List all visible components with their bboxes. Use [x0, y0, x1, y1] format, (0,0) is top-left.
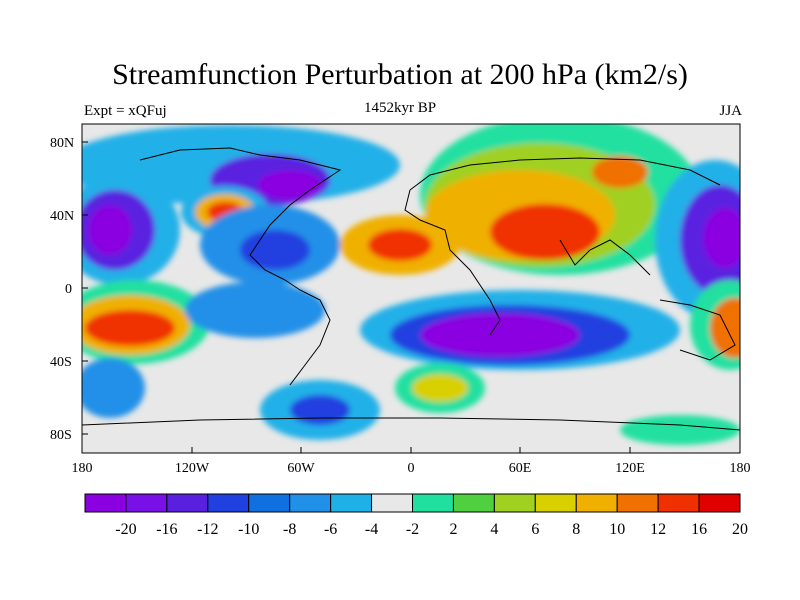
lon-tick: 0: [408, 461, 415, 476]
colorbar-swatch: [207, 493, 250, 513]
time-label: 1452kyr BP: [363, 100, 437, 116]
colorbar-swatch: [657, 493, 700, 513]
colorbar-label: 20: [732, 521, 748, 538]
colorbar-swatch: [289, 493, 332, 513]
lat-tick: 40N: [50, 209, 74, 224]
contour-region: [412, 374, 468, 402]
contour-region: [82, 358, 145, 418]
colorbar-swatch: [412, 493, 454, 513]
lon-tick: 180: [730, 461, 751, 476]
colorbar-swatch: [125, 493, 168, 513]
contour-region: [490, 204, 600, 260]
colorbar-label: 10: [609, 521, 625, 538]
colorbar-swatch: [493, 493, 536, 513]
colorbar-label: -6: [324, 521, 337, 538]
lat-tick: 80S: [50, 428, 72, 443]
contour-region: [620, 415, 740, 445]
contour-region: [703, 208, 740, 268]
colorbar-swatch: [248, 493, 291, 513]
colorbar-label: 8: [572, 521, 580, 538]
axis-ticks: [81, 141, 741, 453]
colorbar-swatch: [84, 493, 127, 513]
lat-tick: 0: [65, 282, 72, 297]
lat-tick: 80N: [50, 136, 74, 151]
colorbar-swatch: [698, 493, 741, 513]
colorbar-label: -2: [406, 521, 419, 538]
colorbar-label: -8: [283, 521, 296, 538]
lat-tick: 40S: [50, 355, 72, 370]
contour-region: [290, 395, 350, 425]
contour-region: [258, 170, 322, 200]
colorbar-swatch: [166, 493, 209, 513]
lon-tick: 180: [72, 461, 93, 476]
longitude-labels: 180 120W 60W 0 60E 120E 180: [72, 461, 751, 476]
lon-tick: 120E: [615, 461, 645, 476]
chart-title: Streamfunction Perturbation at 200 hPa (…: [112, 58, 688, 91]
colorbar-swatch: [616, 493, 659, 513]
colorbar-swatch: [330, 493, 373, 513]
contour-field: [82, 124, 740, 453]
colorbar-label: -10: [238, 521, 259, 538]
colorbar: -20 -16 -12 -10 -8 -6 -4 -2 2 4 6 8 10 12 16 20: [84, 493, 748, 538]
colorbar-label: 12: [650, 521, 666, 538]
colorbar-label: 16: [691, 521, 707, 538]
colorbar-swatch: [575, 493, 618, 513]
contour-region: [368, 229, 432, 261]
colorbar-label: -16: [156, 521, 177, 538]
contour-region: [592, 156, 648, 188]
colorbar-label: 6: [531, 521, 539, 538]
colorbar-label: 2: [449, 521, 457, 538]
lon-tick: 60E: [509, 461, 532, 476]
contour-region: [420, 313, 580, 357]
contour-region: [85, 310, 175, 346]
contour-region: [88, 205, 132, 255]
contour-region: [185, 282, 325, 338]
colorbar-label: -12: [197, 521, 218, 538]
colorbar-label: -4: [365, 521, 378, 538]
contour-region: [240, 230, 310, 270]
contour-region: [710, 298, 740, 358]
experiment-label: Expt = xQFuj: [84, 103, 167, 119]
colorbar-label: 4: [490, 521, 498, 538]
colorbar-swatch: [452, 493, 495, 513]
season-label: JJA: [719, 103, 742, 119]
coastlines: [82, 147, 740, 431]
latitude-labels: 80N 40N 0 40S 80S: [50, 136, 74, 443]
colorbar-label: -20: [115, 521, 136, 538]
colorbar-swatch: [371, 493, 413, 513]
lon-tick: 60W: [287, 461, 315, 476]
colorbar-swatch: [534, 493, 577, 513]
lon-tick: 120W: [175, 461, 210, 476]
